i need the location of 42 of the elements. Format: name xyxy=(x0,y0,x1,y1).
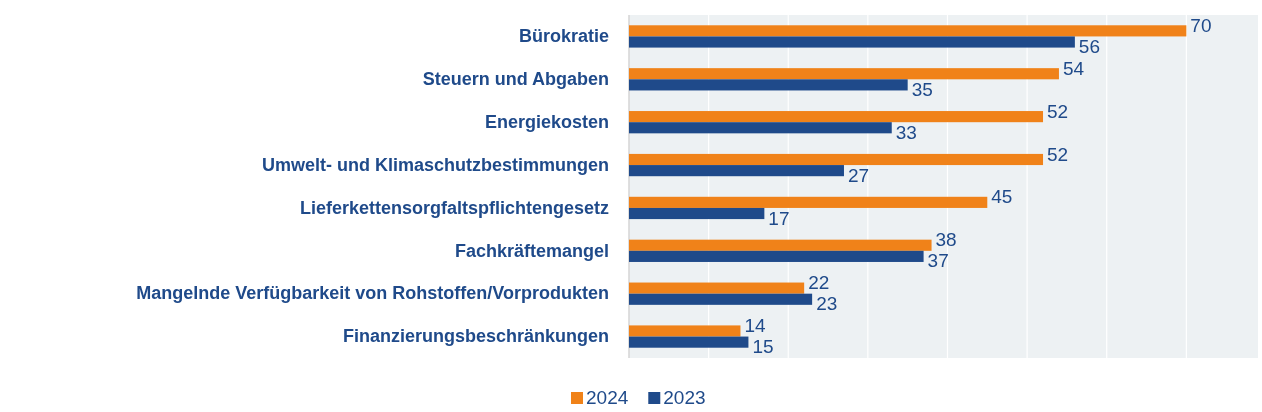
data-label: 56 xyxy=(1078,36,1101,58)
bar xyxy=(629,122,892,134)
y-tick-label: Fachkräftemangel xyxy=(454,240,609,261)
data-label: 45 xyxy=(991,186,1013,208)
bar xyxy=(629,25,1187,37)
bar xyxy=(629,36,1075,48)
y-tick-label: Steuern und Abgaben xyxy=(422,69,609,90)
data-label: 35 xyxy=(911,78,933,100)
bar xyxy=(629,165,844,177)
y-tick-label: Lieferkettensorgfaltspflichtengesetz xyxy=(299,197,609,218)
bar xyxy=(629,336,749,348)
data-label: 22 xyxy=(808,272,830,294)
bar xyxy=(629,207,765,220)
y-tick-label: Mangelnde Verfügbarkeit von Rohstoffen/Vorprodukten xyxy=(136,283,609,304)
y-tick-label: Umwelt- und Klimaschutzbestimmungen xyxy=(261,154,609,175)
y-tick-label: Energiekosten xyxy=(484,111,609,132)
bar xyxy=(629,293,813,305)
legend-label: 2023 xyxy=(663,387,706,408)
data-label: 14 xyxy=(744,315,767,336)
bar xyxy=(629,153,1044,166)
y-tick-label: Finanzierungsbeschränkungen xyxy=(342,326,609,347)
y-tick-label: Bürokratie xyxy=(518,26,609,47)
bar xyxy=(629,325,741,337)
bar xyxy=(629,282,805,294)
data-label: 37 xyxy=(927,250,949,272)
bar xyxy=(629,68,1059,80)
data-label: 17 xyxy=(768,207,790,229)
data-label: 15 xyxy=(752,336,774,358)
data-label: 52 xyxy=(1047,100,1069,122)
legend-label: 2024 xyxy=(586,387,629,408)
bar xyxy=(629,79,908,91)
bar xyxy=(629,239,932,251)
data-label: 33 xyxy=(895,121,917,143)
data-label: 23 xyxy=(816,293,838,315)
bar xyxy=(629,111,1044,123)
data-label: 27 xyxy=(847,164,870,186)
data-label: 70 xyxy=(1190,14,1212,36)
data-label: 38 xyxy=(935,229,957,251)
data-label: 54 xyxy=(1062,57,1085,79)
data-label: 52 xyxy=(1047,143,1069,165)
bar xyxy=(629,196,988,208)
bar xyxy=(629,250,924,262)
